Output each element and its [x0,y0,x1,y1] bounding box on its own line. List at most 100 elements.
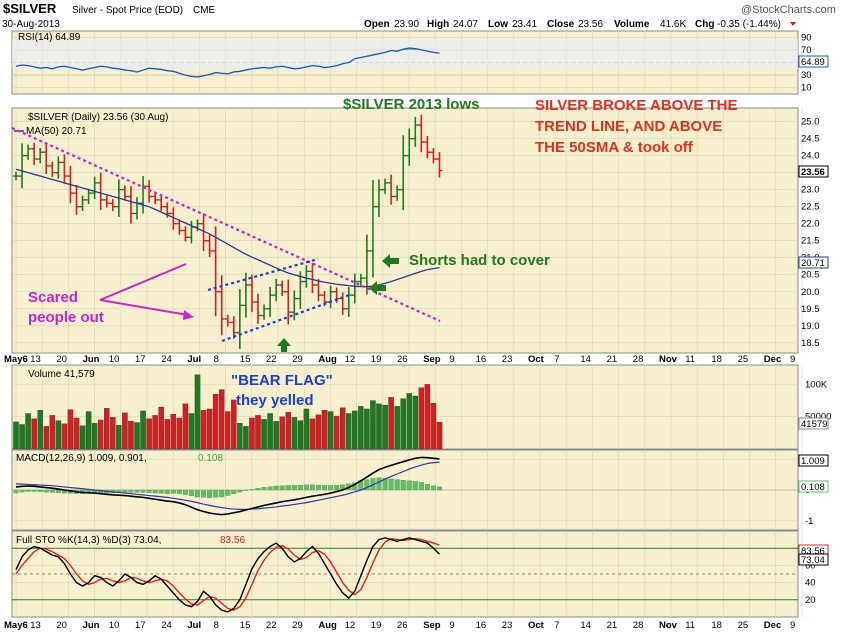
macd-hist-bar [364,479,370,491]
x-tick-label: Aug [318,354,337,365]
ohlc-bar [200,213,207,251]
scared-arrowhead-icon [183,310,194,320]
x-tick-label: Oct [528,354,545,365]
volume-bar [182,403,189,450]
x-tick-label: Jul [187,354,201,365]
x-tick-label: 10 [109,354,120,365]
ohlc-bar [255,293,261,324]
ohlc-bar [25,144,32,160]
volume-bar [176,417,183,450]
x-tick-label: 23 [502,354,513,365]
sto-label: Full STO %K(14,3) %D(3) 73.04, [16,535,161,546]
ohlc-bar [85,188,92,205]
stochastic-series [15,537,440,613]
price-tick: 23.0 [801,185,820,196]
ohlc-bar [91,176,98,200]
macd-hist-bar [430,485,436,491]
price-tick: 24.5 [801,134,820,145]
price-tick: 25.0 [801,117,820,128]
x-tick-label-bottom: May6 [4,620,28,631]
x-tick-label: 14 [580,354,591,365]
low-value: 23.41 [512,19,537,30]
ohlc-bar [73,184,80,215]
macd-hist-bar [49,489,55,493]
price-panel [11,107,799,354]
ohlc-bar [158,195,165,211]
annotation-scared-1: Scared [28,289,78,306]
volume-bar [394,406,400,450]
macd-hist-bar [315,484,322,491]
volume-bar [279,416,285,450]
svg-text:73.04: 73.04 [801,555,825,566]
macd-hist-bar [231,489,237,494]
x-tick-label: 20 [56,354,67,365]
macd-hist-bar [297,484,303,491]
rsi-tick: 70 [801,45,812,56]
x-tick-label: 17 [135,354,146,365]
annotation-scared-2: people out [28,309,104,326]
x-tick-label: 29 [292,354,303,365]
x-tick-label: 8 [214,354,219,365]
x-tick-label-bottom: 9 [449,620,454,631]
ohlc-summary: Open 23.90 High 24.07 Low 23.41 Close 23… [364,19,796,30]
x-tick-label: 11 [685,354,695,365]
macd-hist-bar [55,489,61,493]
volume-bar [13,421,19,450]
price-tick: 22.5 [801,202,820,213]
header-date: 30-Aug-2013 [2,19,60,30]
ohlc-bar [357,273,364,286]
macd-hist-bar [334,484,340,491]
svg-text:1.009: 1.009 [801,456,825,467]
volume-bar [97,419,104,450]
volume-bar [382,404,388,450]
sto-k-value-box: 73.04 [798,553,829,566]
rsi-tick: 10 [801,83,812,94]
annotation-broke-line2: TREND LINE, AND ABOVE [535,118,722,135]
macd-hist-bar [303,484,309,491]
macd-hist-bar [31,489,37,492]
volume-bar [231,399,237,450]
volume-bar [297,420,304,450]
macd-line [15,456,440,516]
macd-series [13,456,443,516]
volume-bar [61,423,68,450]
volume-bar [188,413,195,450]
annotation-broke-line1: SILVER BROKE ABOVE THE [535,97,738,114]
x-tick-label-bottom: 14 [580,620,591,631]
volume-bar [358,406,364,450]
volume-bar [418,387,425,450]
x-tick-label: 25 [738,354,749,365]
header-name: Silver - Spot Price (EOD) [72,5,183,16]
ohlc-bar [424,135,431,159]
ohlc-bar [297,271,304,309]
chg-down-arrow-icon [790,22,796,26]
ohlc-bar [182,226,189,242]
macd-value-box: 1.009 [798,454,829,467]
volume-bar [224,411,231,450]
macd-hist-bar [213,489,219,498]
x-tick-label-bottom: 17 [135,620,146,631]
annotation-they-yelled: they yelled [236,392,314,409]
volume-bar [79,425,86,450]
ohlc-bar [19,143,26,189]
rsi-line [15,47,440,78]
x-tick-label-bottom: 7 [554,620,559,631]
macd-hist-bar [134,489,140,493]
volume-bar [237,423,243,450]
svg-text:20.71: 20.71 [801,258,825,269]
x-tick-label-bottom: 20 [56,620,67,631]
volume-bar [67,409,74,450]
svg-text:23.56: 23.56 [801,167,825,178]
volume-bar [25,413,31,450]
y-axes: 103050709018.519.019.520.020.521.021.522… [801,32,831,605]
volume-value: 41.6K [660,19,686,30]
volume-bar [285,412,291,450]
macd-hist-bar [219,489,225,498]
scared-pointer-1 [99,263,187,301]
volume-bar [37,410,43,450]
macd-hist-bar [328,485,334,491]
macd-hist-bar [13,489,19,494]
sto-tick: 60 [805,560,816,571]
volume-bar [376,403,382,450]
macd-hist-bar [418,482,424,491]
